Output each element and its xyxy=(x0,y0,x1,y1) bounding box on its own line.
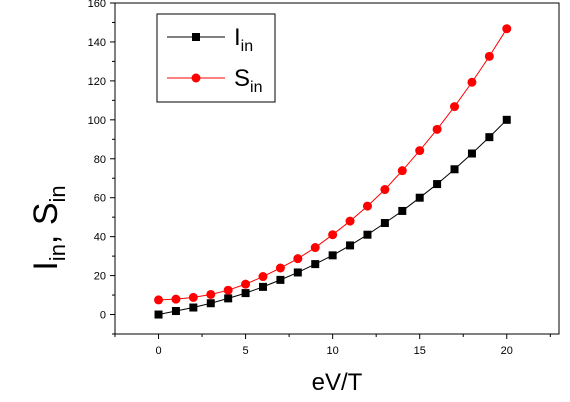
y-axis-title-sub-2: in xyxy=(45,185,70,202)
y-tick-label: 0 xyxy=(100,310,106,322)
series-2-point xyxy=(206,289,216,299)
series-1-line xyxy=(158,119,508,316)
series-1-point xyxy=(450,165,459,174)
y-tick-label: 140 xyxy=(88,37,106,49)
series-2-point xyxy=(293,254,303,264)
series-2-point xyxy=(467,77,477,87)
series-1-point xyxy=(363,230,372,239)
series-2-point xyxy=(397,166,407,176)
series-1-point xyxy=(433,180,442,189)
series-2-point xyxy=(484,51,494,61)
series-1-point xyxy=(328,251,337,260)
series-1-point xyxy=(276,275,285,284)
x-tick-label: 20 xyxy=(501,345,513,357)
y-axis-ticks: 0 20 40 60 80 100 120 140 160 xyxy=(88,0,115,335)
y-tick-label: 80 xyxy=(94,154,106,166)
legend-marker-series-1 xyxy=(192,33,200,41)
x-tick-label: 15 xyxy=(414,345,426,357)
series-1-point xyxy=(467,149,476,158)
series-2-point xyxy=(258,272,268,282)
x-tick-label: 5 xyxy=(243,345,249,357)
series-2-point xyxy=(223,285,233,295)
series-2-point xyxy=(171,294,181,304)
series-2-point xyxy=(380,185,390,195)
series-1-point xyxy=(171,307,180,316)
y-tick-label: 160 xyxy=(88,0,106,10)
series-2-point xyxy=(310,243,320,253)
series-2-point xyxy=(345,216,355,226)
y-axis-title-separator: , xyxy=(27,225,65,244)
y-axis-title-sub: in xyxy=(45,244,70,261)
series-2-point xyxy=(432,124,442,134)
legend-label-series-1-main: I xyxy=(234,24,241,51)
y-axis-title-main-2: S xyxy=(27,202,65,225)
legend-label-series-2-main: S xyxy=(234,65,250,92)
x-tick-label: 10 xyxy=(327,345,339,357)
series-1-point xyxy=(189,303,198,312)
series-2-point xyxy=(154,295,164,305)
series-1-point xyxy=(502,115,511,124)
series-2-point xyxy=(502,24,512,34)
series-2-point xyxy=(415,146,425,156)
series-2-point xyxy=(450,102,460,112)
x-axis-ticks: 0 5 10 15 20 xyxy=(114,334,551,357)
legend-marker-series-2 xyxy=(191,73,201,83)
y-tick-label: 40 xyxy=(94,232,106,244)
series-1-point xyxy=(224,294,233,303)
y-tick-label: 20 xyxy=(94,271,106,283)
series-2-point xyxy=(275,263,285,273)
y-tick-label: 100 xyxy=(88,115,106,127)
series-1 xyxy=(154,115,511,319)
series-2-point xyxy=(328,230,338,240)
legend-box xyxy=(156,13,276,103)
series-1-point xyxy=(485,133,494,142)
y-axis-title-main: I xyxy=(27,261,65,270)
legend-label-series-1: Iin xyxy=(234,24,253,55)
series-1-point xyxy=(415,193,424,202)
series-1-point xyxy=(293,268,302,277)
x-axis-title: eV/T xyxy=(312,369,363,396)
series-1-point xyxy=(206,299,215,308)
series-1-point xyxy=(311,260,320,269)
series-1-point xyxy=(380,219,389,228)
legend-label-series-2: Sin xyxy=(234,65,262,96)
series-layer xyxy=(154,24,512,319)
series-1-point xyxy=(154,310,163,319)
series-2 xyxy=(154,24,512,305)
series-1-point xyxy=(346,241,355,250)
series-1-point xyxy=(241,289,250,298)
series-1-point xyxy=(259,282,267,291)
series-1-point xyxy=(398,206,407,215)
plot-frame xyxy=(114,2,560,335)
y-axis-title: Iin, Sin xyxy=(27,185,70,270)
y-tick-label: 120 xyxy=(88,76,106,88)
y-tick-label: 60 xyxy=(94,193,106,205)
series-2-point xyxy=(188,292,198,302)
plot-border xyxy=(114,2,560,335)
series-2-point xyxy=(362,201,372,211)
legend-label-series-2-sub: in xyxy=(250,79,262,96)
x-tick-label: 0 xyxy=(155,345,161,357)
legend: Iin Sin xyxy=(156,13,276,103)
legend-label-series-1-sub: in xyxy=(241,38,253,55)
series-2-point xyxy=(241,279,251,289)
